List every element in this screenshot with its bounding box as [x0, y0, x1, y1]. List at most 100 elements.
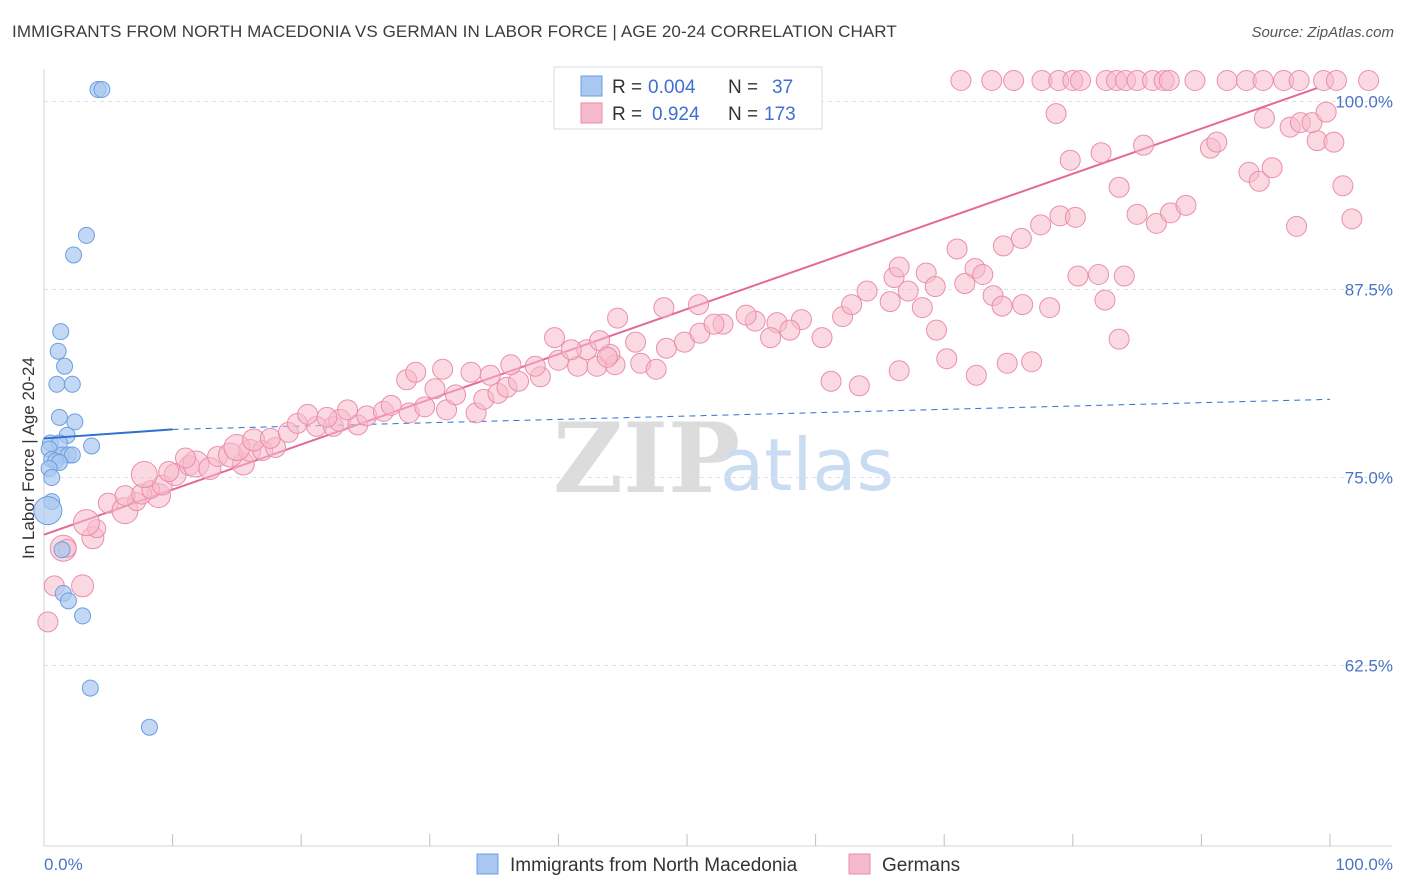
- germans-point-111: [991, 295, 1013, 317]
- germans-point-73: [560, 339, 582, 361]
- germans-point-134: [1261, 157, 1283, 179]
- germans-point-167: [1252, 70, 1274, 92]
- stats-r-value-pink: 0.924: [652, 104, 700, 125]
- germans-point-163: [1158, 70, 1180, 92]
- germans-point-19: [158, 461, 180, 483]
- germans-point-68: [645, 358, 667, 380]
- y-tick-label-1: 87.5%: [1345, 281, 1393, 300]
- north-macedonia-point-4: [52, 323, 70, 341]
- north-macedonia-point-3: [65, 246, 83, 264]
- germans-point-39: [316, 406, 338, 428]
- germans-point-114: [1067, 265, 1089, 287]
- germans-point-75: [500, 354, 522, 376]
- germans-point-86: [688, 294, 710, 316]
- germans-point-131: [1206, 131, 1228, 153]
- watermark-atlas: atlas: [720, 423, 894, 507]
- stats-n-label-pink: N =: [728, 104, 758, 125]
- germans-point-121: [1021, 351, 1043, 373]
- north-macedonia-point-1: [93, 81, 111, 99]
- germans-point-113: [1039, 297, 1061, 319]
- germans-point-127: [1145, 212, 1167, 234]
- stats-n-value-pink: 173: [764, 104, 796, 125]
- germans-point-96: [897, 280, 919, 302]
- germans-point-7: [72, 509, 100, 537]
- stats-swatch-blue: [580, 75, 603, 97]
- germans-point-107: [925, 319, 947, 341]
- germans-point-95: [888, 256, 910, 278]
- watermark-zip: ZIP: [553, 402, 740, 515]
- germans-point-105: [1064, 206, 1086, 228]
- germans-point-116: [848, 375, 870, 397]
- y-tick-label-0: 100.0%: [1335, 93, 1393, 112]
- germans-point-69: [655, 337, 677, 359]
- chart-source: Source: ZipAtlas.com: [1251, 24, 1394, 41]
- germans-point-115: [820, 370, 842, 392]
- germans-point-74: [544, 327, 566, 349]
- germans-point-124: [1108, 328, 1130, 350]
- north-macedonia-point-14: [83, 437, 101, 455]
- north-macedonia-point-10: [66, 413, 84, 431]
- germans-point-42: [336, 399, 358, 421]
- germans-point-31: [259, 427, 281, 449]
- germans-point-112: [1012, 294, 1034, 316]
- y-tick-labels: 100.0% 87.5% 75.0% 62.5%: [1335, 93, 1393, 676]
- germans-point-152: [1003, 70, 1025, 92]
- north-macedonia-point-2: [77, 226, 95, 244]
- germans-point-135: [1286, 215, 1308, 237]
- stats-legend: R = 0.004 N = 37 R = 0.924 N = 173: [553, 66, 823, 130]
- germans-point-0: [37, 611, 59, 633]
- germans-point-81: [811, 327, 833, 349]
- germans-point-138: [1332, 175, 1354, 197]
- germans-point-70: [673, 331, 695, 353]
- north-macedonia-point-31: [140, 718, 158, 736]
- germans-point-164: [1184, 70, 1206, 92]
- germans-point-87: [653, 297, 675, 319]
- north-macedonia-point-30: [81, 679, 99, 697]
- germans-point-66: [625, 331, 647, 353]
- germans-point-89: [596, 346, 618, 368]
- series-legend: Immigrants from North Macedonia Germans: [476, 853, 960, 876]
- germans-point-40: [297, 403, 319, 425]
- legend-label-north-macedonia: Immigrants from North Macedonia: [510, 855, 798, 876]
- germans-point-91: [841, 294, 863, 316]
- germans-point-129: [1175, 194, 1197, 216]
- north-macedonia-point-5: [49, 342, 67, 360]
- north-macedonia-point-26: [53, 541, 71, 559]
- germans-point-156: [1070, 70, 1092, 92]
- trend-line-north-macedonia: [43, 428, 173, 440]
- germans-point-137: [1323, 131, 1345, 153]
- stats-swatch-pink: [580, 102, 603, 124]
- germans-point-145: [1253, 107, 1275, 129]
- germans-point-142: [1090, 142, 1112, 164]
- stats-n-value-blue: 37: [772, 77, 793, 98]
- germans-point-117: [888, 360, 910, 382]
- germans-point-144: [1133, 134, 1155, 156]
- germans-point-103: [1030, 214, 1052, 236]
- y-tick-label-2: 75.0%: [1345, 469, 1393, 488]
- germans-point-88: [607, 307, 629, 329]
- germans-point-169: [1288, 70, 1310, 92]
- germans-point-92: [856, 280, 878, 302]
- germans-point-165: [1216, 70, 1238, 92]
- legend-label-germans: Germans: [882, 855, 960, 876]
- germans-point-123: [1094, 289, 1116, 311]
- germans-point-93: [879, 291, 901, 313]
- north-macedonia-point-8: [63, 375, 81, 393]
- germans-point-108: [954, 273, 976, 295]
- germans-point-102: [1010, 227, 1032, 249]
- germans-point-2: [71, 574, 95, 598]
- germans-point-126: [1126, 203, 1148, 225]
- north-macedonia-point-18: [63, 446, 81, 464]
- legend-swatch-germans: [848, 853, 871, 875]
- germans-point-139: [1341, 208, 1363, 230]
- germans-point-48: [445, 384, 467, 406]
- germans-point-24: [174, 447, 196, 469]
- germans-point-99: [946, 238, 968, 260]
- germans-point-17: [130, 461, 158, 489]
- north-macedonia-point-9: [50, 408, 68, 426]
- germans-point-118: [936, 348, 958, 370]
- x-tick-label-100: 100.0%: [1335, 855, 1393, 874]
- y-tick-label-3: 62.5%: [1345, 657, 1393, 676]
- germans-point-98: [924, 276, 946, 298]
- germans-point-143: [1108, 176, 1130, 198]
